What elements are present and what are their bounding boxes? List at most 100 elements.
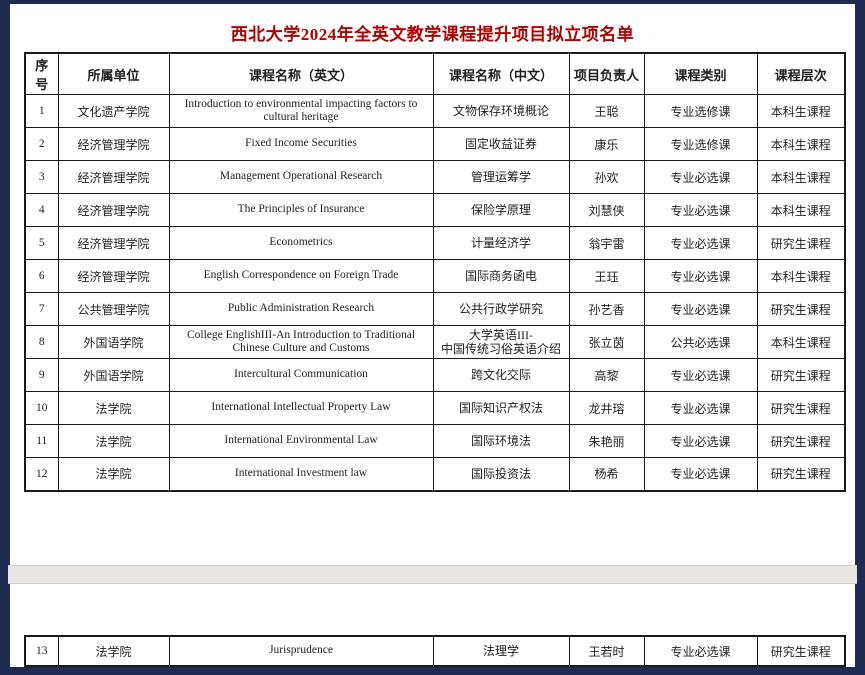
cell-row-number: 5 [24,226,59,260]
cell-level: 研究生课程 [756,635,846,667]
course-table-page-1: 序号 所属单位 课程名称（英文） 课程名称（中文） 项目负责人 课程类别 课程层… [24,52,846,492]
cell-unit: 法学院 [57,424,170,458]
cell-category: 专业必选课 [643,226,758,260]
cell-unit: 外国语学院 [57,325,170,359]
page-separator [8,565,857,584]
cell-level: 研究生课程 [756,226,846,260]
cell-level: 本科生课程 [756,127,846,161]
cell-category: 专业必选课 [643,292,758,326]
col-header-unit: 所属单位 [57,52,170,95]
cell-course-name-en: College EnglishIII-An Introduction to Tr… [168,325,434,359]
table-body-page-1: 1 文化遗产学院 Introduction to environmental i… [24,94,846,491]
cell-row-number: 1 [24,94,59,128]
page-1: 西北大学2024年全英文教学课程提升项目拟立项名单 序号 所属单位 课程名称（英… [10,4,855,565]
cell-row-number: 7 [24,292,59,326]
cell-course-name-cn: 固定收益证券 [432,127,570,161]
cell-row-number: 2 [24,127,59,161]
cell-course-name-en: Fixed Income Securities [168,127,434,161]
cell-leader: 高黎 [568,358,645,392]
cell-course-name-en: The Principles of Insurance [168,193,434,227]
table-header: 序号 所属单位 课程名称（英文） 课程名称（中文） 项目负责人 课程类别 课程层… [24,52,846,95]
cell-row-number: 9 [24,358,59,392]
cell-category: 公共必选课 [643,325,758,359]
cell-leader: 康乐 [568,127,645,161]
cell-category: 专业必选课 [643,259,758,293]
cell-leader: 孙艺香 [568,292,645,326]
cell-category: 专业必选课 [643,358,758,392]
cell-course-name-cn: 计量经济学 [432,226,570,260]
cell-course-name-cn: 文物保存环境概论 [432,94,570,128]
table-row: 11 法学院 International Environmental Law 国… [24,424,846,458]
cell-course-name-en: International Environmental Law [168,424,434,458]
table-body-page-2: 13 法学院 Jurisprudence 法理学 王若时 专业必选课 研究生课程 [24,635,846,667]
cell-course-name-cn: 公共行政学研究 [432,292,570,326]
cell-category: 专业必选课 [643,160,758,194]
cell-course-name-cn: 保险学原理 [432,193,570,227]
table-row: 2 经济管理学院 Fixed Income Securities 固定收益证券 … [24,127,846,161]
col-header-name-en: 课程名称（英文） [168,52,434,95]
table-row: 7 公共管理学院 Public Administration Research … [24,292,846,326]
cell-category: 专业选修课 [643,127,758,161]
cell-row-number: 13 [24,635,59,667]
cell-unit: 法学院 [57,391,170,425]
cell-leader: 孙欢 [568,160,645,194]
cell-course-name-cn: 国际投资法 [432,457,570,491]
col-header-level: 课程层次 [756,52,846,95]
document-title: 西北大学2024年全英文教学课程提升项目拟立项名单 [230,25,635,44]
col-header-leader: 项目负责人 [568,52,645,95]
cell-unit: 文化遗产学院 [57,94,170,128]
course-table-page-2: 13 法学院 Jurisprudence 法理学 王若时 专业必选课 研究生课程 [24,635,846,667]
cell-leader: 张立茵 [568,325,645,359]
cell-level: 本科生课程 [756,94,846,128]
cell-leader: 龙井瑢 [568,391,645,425]
cell-course-name-cn: 法理学 [432,635,570,667]
table-row: 10 法学院 International Intellectual Proper… [24,391,846,425]
table-row: 12 法学院 International Investment law 国际投资… [24,457,846,491]
header-row: 序号 所属单位 课程名称（英文） 课程名称（中文） 项目负责人 课程类别 课程层… [24,52,846,95]
col-header-category: 课程类别 [643,52,758,95]
cell-unit: 经济管理学院 [57,226,170,260]
cell-level: 本科生课程 [756,193,846,227]
cell-level: 本科生课程 [756,259,846,293]
cell-leader: 王珏 [568,259,645,293]
cell-leader: 王聪 [568,94,645,128]
cell-course-name-en: Intercultural Communication [168,358,434,392]
cell-leader: 翁宇雷 [568,226,645,260]
cell-course-name-en: Management Operational Research [168,160,434,194]
table-row: 4 经济管理学院 The Principles of Insurance 保险学… [24,193,846,227]
cell-leader: 朱艳丽 [568,424,645,458]
table-row: 3 经济管理学院 Management Operational Research… [24,160,846,194]
cell-course-name-cn: 国际环境法 [432,424,570,458]
cell-course-name-en: International Intellectual Property Law [168,391,434,425]
cell-row-number: 10 [24,391,59,425]
cell-category: 专业必选课 [643,635,758,667]
table-row: 1 文化遗产学院 Introduction to environmental i… [24,94,846,128]
cell-unit: 经济管理学院 [57,127,170,161]
cell-unit: 外国语学院 [57,358,170,392]
cell-category: 专业选修课 [643,94,758,128]
cell-unit: 法学院 [57,635,170,667]
cell-level: 本科生课程 [756,325,846,359]
cell-leader: 杨希 [568,457,645,491]
cell-course-name-cn: 跨文化交际 [432,358,570,392]
cell-leader: 王若时 [568,635,645,667]
cell-level: 本科生课程 [756,160,846,194]
cell-unit: 公共管理学院 [57,292,170,326]
cell-unit: 经济管理学院 [57,193,170,227]
cell-category: 专业必选课 [643,424,758,458]
cell-level: 研究生课程 [756,391,846,425]
cell-row-number: 6 [24,259,59,293]
cell-row-number: 3 [24,160,59,194]
cell-row-number: 12 [24,457,59,491]
cell-unit: 经济管理学院 [57,160,170,194]
cell-level: 研究生课程 [756,292,846,326]
cell-row-number: 4 [24,193,59,227]
cell-course-name-cn: 国际商务函电 [432,259,570,293]
cell-category: 专业必选课 [643,457,758,491]
table-row: 6 经济管理学院 English Correspondence on Forei… [24,259,846,293]
cell-course-name-cn: 大学英语III- 中国传统习俗英语介绍 [432,325,570,359]
cell-course-name-en: Introduction to environmental impacting … [168,94,434,128]
cell-unit: 法学院 [57,457,170,491]
cell-course-name-cn: 国际知识产权法 [432,391,570,425]
